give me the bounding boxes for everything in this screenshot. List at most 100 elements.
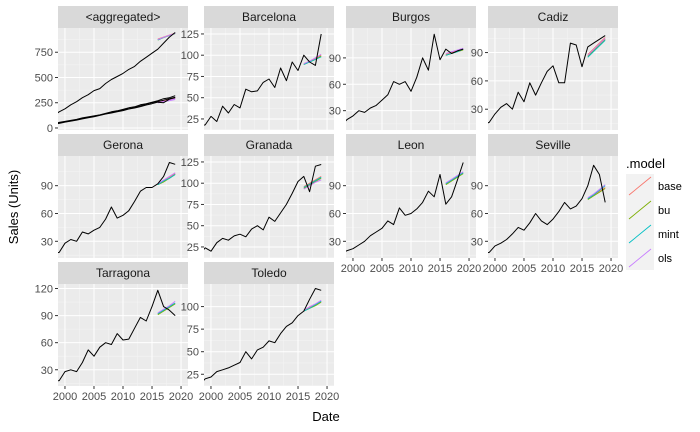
- legend-item-bu: bu: [626, 198, 670, 222]
- forecast-line-ols: [303, 179, 322, 190]
- forecast-line-ols: [157, 300, 176, 314]
- y-tick-label: 125: [181, 157, 199, 169]
- x-tick-label: 2005: [82, 391, 106, 403]
- facet-strip: [58, 6, 188, 28]
- facet-strip: [346, 134, 476, 156]
- forecast-line-mint: [587, 39, 606, 58]
- facet-strip-label: Leon: [398, 138, 425, 152]
- x-tick-label: 2010: [257, 391, 281, 403]
- facet-strip: [488, 6, 618, 28]
- y-tick-label: 750: [35, 47, 53, 59]
- x-tick-label: 2010: [399, 263, 423, 275]
- x-axis-title: Date: [312, 409, 339, 424]
- facet-series: [58, 32, 176, 125]
- y-tick-label: 90: [41, 181, 53, 193]
- facet-series: [58, 162, 176, 254]
- forecast-line-ols: [303, 53, 322, 65]
- legend-label: mint: [658, 229, 679, 241]
- facet-strip: [58, 262, 188, 284]
- facet-panels: <aggregated> 0 250 500 750 Barcelona 25 50 75 100…: [35, 6, 623, 403]
- y-tick-label: 60: [471, 208, 483, 220]
- actual-sales-line: [204, 33, 322, 126]
- y-tick-label: 90: [471, 48, 483, 60]
- y-tick-label: 50: [187, 347, 199, 359]
- actual-sales-line: [58, 162, 176, 254]
- legend-label: bu: [658, 205, 670, 217]
- forecast-line-mint: [303, 300, 322, 312]
- x-tick-label: 2000: [483, 263, 507, 275]
- y-tick-label: 30: [471, 236, 483, 248]
- y-tick-label: 75: [187, 71, 199, 83]
- facet-seville: Seville 30 60 90 2000 2005 2010 2015 2020: [471, 134, 623, 275]
- legend-item-mint: mint: [626, 222, 679, 246]
- y-tick-label: 30: [471, 104, 483, 116]
- x-tick-label: 2000: [53, 391, 77, 403]
- x-tick-label: 2005: [228, 391, 252, 403]
- facet-series: [346, 33, 464, 122]
- y-tick-label: 30: [41, 365, 53, 377]
- y-tick-label: 125: [181, 29, 199, 41]
- forecast-line-ols: [157, 172, 176, 185]
- y-tick-label: 75: [187, 199, 199, 211]
- facet-barcelona: Barcelona 25 50 75 100 125: [181, 6, 334, 130]
- actual-sales-line: [204, 164, 322, 252]
- facet-strip-label: Cadiz: [538, 10, 569, 24]
- facet-strip: [58, 134, 188, 156]
- legend-swatch-ols: [628, 248, 652, 268]
- y-tick-label: 75: [187, 324, 199, 336]
- forecast-line-mint: [303, 56, 322, 65]
- y-tick-label: 500: [35, 72, 53, 84]
- y-tick-label: 0: [47, 123, 53, 135]
- y-tick-label: 60: [41, 208, 53, 220]
- actual-sales-line: [346, 162, 464, 252]
- actual-sales-line: [488, 164, 606, 254]
- x-tick-label: 2015: [570, 263, 594, 275]
- facet-series: [204, 164, 322, 252]
- forecast-line-ols: [587, 38, 606, 56]
- forecast-line-bu: [445, 173, 464, 186]
- y-axis-title: Sales (Units): [6, 170, 21, 244]
- forecast-line-ols: [445, 47, 464, 54]
- y-tick-label: 25: [187, 114, 199, 126]
- legend-label: base: [658, 181, 682, 193]
- y-tick-label: 100: [181, 178, 199, 190]
- y-tick-label: 60: [471, 76, 483, 88]
- forecast-line-mint: [303, 176, 322, 188]
- facet-series: [58, 289, 176, 382]
- y-tick-label: 30: [329, 106, 341, 118]
- facet-strip: [204, 134, 334, 156]
- y-tick-label: 50: [187, 221, 199, 233]
- actual-sales-line: [488, 35, 606, 124]
- facet-strip-label: Barcelona: [242, 10, 296, 24]
- y-tick-label: 30: [329, 236, 341, 248]
- y-tick-label: 250: [35, 98, 53, 110]
- facet-leon: Leon 30 60 90 2000 2005 2010 2015 2020: [329, 134, 481, 275]
- facet-series: [488, 35, 606, 124]
- facet-strip-label: Burgos: [392, 10, 430, 24]
- facet-aggregated: <aggregated> 0 250 500 750: [35, 6, 188, 135]
- facet-strip-label: Tarragona: [96, 266, 150, 280]
- x-tick-label: 2020: [599, 263, 623, 275]
- y-tick-label: 100: [181, 302, 199, 314]
- actual-sales-line: [346, 33, 464, 122]
- facet-strip: [204, 262, 334, 284]
- legend-items: base bu mint ols: [626, 174, 682, 270]
- x-tick-label: 2020: [315, 391, 339, 403]
- facet-strip: [488, 134, 618, 156]
- actual-sales-line: [204, 288, 322, 381]
- y-tick-label: 100: [181, 50, 199, 62]
- y-tick-label: 60: [329, 79, 341, 91]
- facet-strip-label: Gerona: [103, 138, 143, 152]
- legend-item-base: base: [626, 174, 682, 198]
- forecast-line-base: [587, 37, 606, 55]
- forecast-line-bu: [157, 303, 176, 316]
- actual-sales-line: [58, 32, 176, 114]
- facet-burgos: Burgos 30 60 90: [329, 6, 476, 130]
- facet-strip-label: <aggregated>: [86, 10, 161, 24]
- legend-label: ols: [658, 253, 673, 265]
- forecast-line-ols: [303, 299, 322, 311]
- y-tick-label: 25: [187, 369, 199, 381]
- x-tick-label: 2010: [111, 391, 135, 403]
- y-tick-label: 50: [187, 93, 199, 105]
